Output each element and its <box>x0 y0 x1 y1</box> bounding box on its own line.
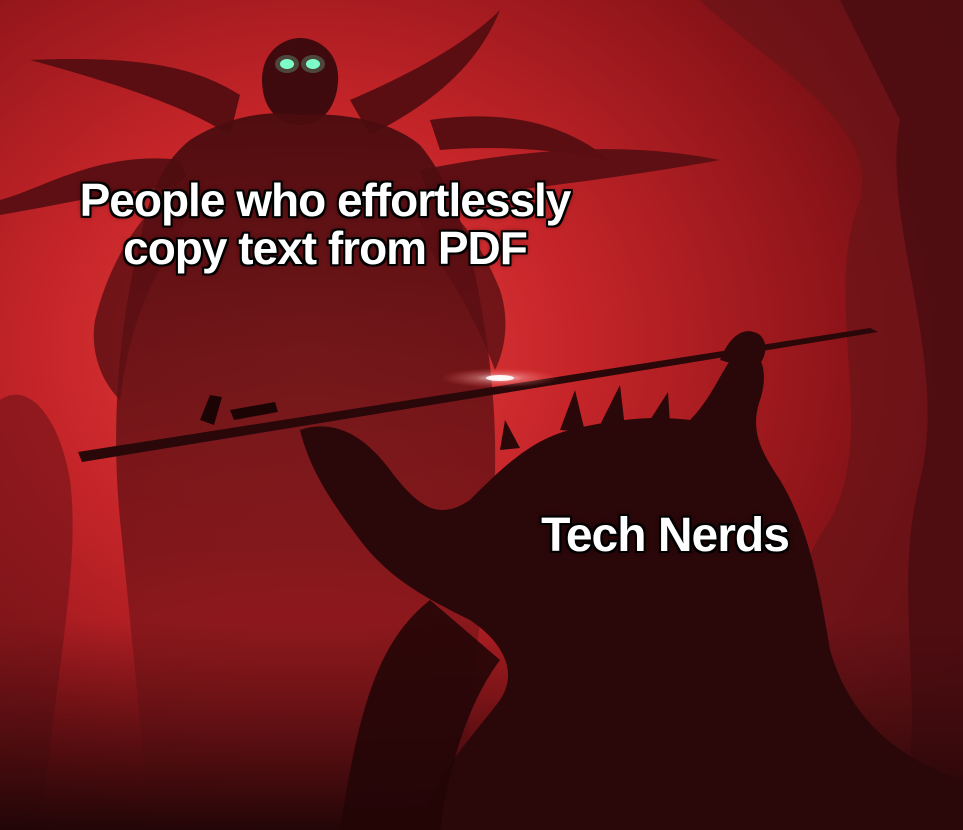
top-caption: People who effortlessly copy text from P… <box>79 174 572 274</box>
demon-eye-right <box>306 59 320 69</box>
demon-eye-left <box>280 59 294 69</box>
bottom-caption: Tech Nerds <box>541 509 790 562</box>
sword-icon <box>78 328 878 462</box>
kneeling-warrior-silhouette-icon <box>300 331 963 830</box>
